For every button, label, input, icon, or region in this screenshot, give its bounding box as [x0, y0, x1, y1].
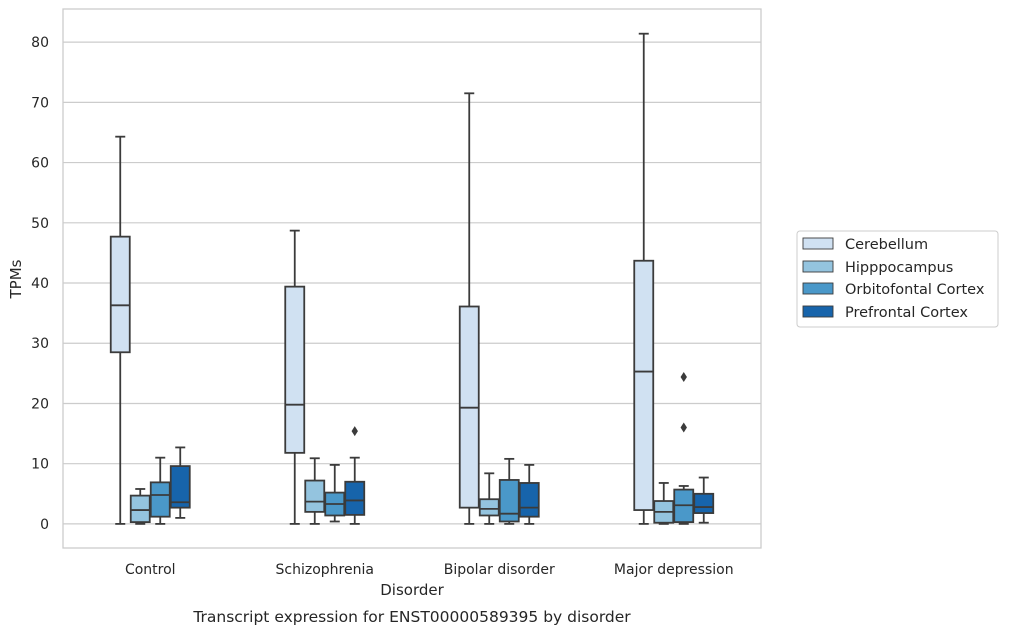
box-cerebellum-control	[109, 135, 131, 525]
box-hipppocampus-major-depression	[653, 482, 675, 525]
x-tick-label-schizophrenia: Schizophrenia	[276, 562, 374, 578]
legend-label-prefrontal-cortex: Prefrontal Cortex	[845, 305, 968, 321]
legend-swatch-hippocampus	[802, 260, 834, 273]
legend-swatch-prefrontal-cortex	[802, 305, 834, 318]
legend-swatch-orbitofrontal-cortex	[802, 282, 834, 295]
y-axis-ticks: 0 10 20 30 40 50 60 70 80	[31, 35, 49, 533]
box-iqr	[149, 481, 171, 518]
y-tick-label-0: 0	[40, 517, 49, 533]
y-tick-label-80: 80	[31, 35, 49, 51]
legend: Cerebellum Hipppocampus Orbitofontal Cor…	[796, 230, 999, 328]
y-tick-label-60: 60	[31, 156, 49, 172]
legend-swatch-cerebellum	[802, 237, 834, 250]
box-iqr	[109, 235, 131, 354]
box-iqr	[304, 479, 326, 513]
box-hipppocampus-schizophrenia	[304, 457, 326, 525]
legend-label-orbitofrontal-cortex: Orbitofontal Cortex	[845, 282, 985, 298]
outlier-point-1	[680, 371, 687, 382]
y-tick-label-70: 70	[31, 95, 49, 111]
box-orbitofontal-cortex-control	[149, 456, 171, 525]
y-tick-label-40: 40	[31, 276, 49, 292]
box-cerebellum-bipolar-disorder	[458, 92, 480, 525]
legend-label-cerebellum: Cerebellum	[845, 237, 928, 253]
x-tick-label-control: Control	[125, 562, 176, 578]
y-axis-label: TPMs	[7, 259, 25, 299]
box-iqr	[478, 498, 500, 517]
box-iqr	[693, 492, 715, 514]
box-iqr	[169, 465, 191, 509]
box-iqr	[129, 494, 151, 524]
box-orbitofontal-cortex-major-depression	[673, 371, 695, 525]
box-iqr	[633, 259, 655, 511]
y-tick-label-30: 30	[31, 336, 49, 352]
box-cerebellum-major-depression	[633, 32, 655, 525]
box-hipppocampus-bipolar-disorder	[478, 472, 500, 525]
y-tick-label-50: 50	[31, 216, 49, 232]
box-plot-series	[109, 32, 715, 525]
box-prefrontal-cortex-schizophrenia	[344, 426, 366, 525]
box-hipppocampus-control	[129, 488, 151, 525]
box-prefrontal-cortex-bipolar-disorder	[518, 463, 540, 525]
x-tick-label-major-depression: Major depression	[614, 562, 734, 578]
box-iqr	[498, 479, 520, 523]
x-axis-label: Disorder	[380, 581, 444, 599]
box-prefrontal-cortex-control	[169, 446, 191, 519]
outlier-point-0	[351, 426, 358, 437]
y-tick-label-20: 20	[31, 396, 49, 412]
y-tick-label-10: 10	[31, 457, 49, 473]
gridlines	[63, 41, 761, 525]
box-orbitofontal-cortex-schizophrenia	[324, 463, 346, 523]
legend-label-hippocampus: Hipppocampus	[845, 260, 953, 276]
box-prefrontal-cortex-major-depression	[693, 476, 715, 524]
legend-frame	[796, 230, 999, 328]
box-iqr	[518, 482, 540, 518]
box-iqr	[344, 480, 366, 516]
box-orbitofontal-cortex-bipolar-disorder	[498, 457, 520, 525]
plot-frame	[62, 8, 762, 549]
x-tick-label-bipolar-disorder: Bipolar disorder	[444, 562, 555, 578]
figure-caption: Transcript expression for ENST0000058939…	[192, 608, 631, 626]
outlier-point-0	[680, 422, 687, 433]
box-cerebellum-schizophrenia	[284, 229, 306, 525]
x-axis-ticks: Control Schizophrenia Bipolar disorder Majo…	[125, 562, 734, 578]
box-iqr	[284, 285, 306, 454]
